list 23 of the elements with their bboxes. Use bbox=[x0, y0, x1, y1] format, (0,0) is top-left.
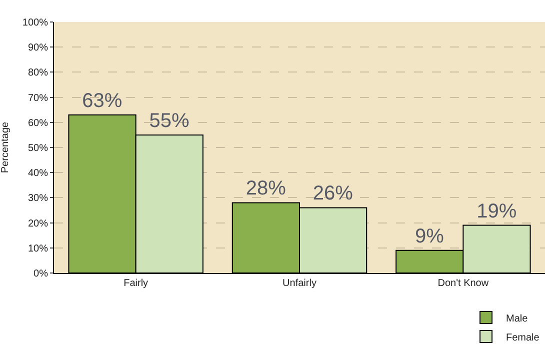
data-label: 28% bbox=[246, 178, 286, 200]
y-tick-label: 30% bbox=[28, 193, 48, 204]
y-axis-title: Percentage bbox=[0, 121, 11, 174]
y-tick-label: 40% bbox=[28, 168, 48, 180]
x-tick-label: Don't Know bbox=[438, 278, 490, 289]
data-label: 55% bbox=[149, 110, 190, 132]
y-tick-label: 100% bbox=[22, 18, 48, 28]
x-tick-label: Unfairly bbox=[282, 278, 316, 289]
y-tick-label: 70% bbox=[28, 92, 48, 104]
y-tick-label: 80% bbox=[28, 68, 48, 79]
data-label: 63% bbox=[82, 90, 122, 112]
legend-label: Male bbox=[506, 313, 528, 324]
data-label: 9% bbox=[415, 225, 444, 248]
y-tick-label: 0% bbox=[34, 268, 48, 280]
data-label: 26% bbox=[312, 182, 354, 205]
legend-label: Female bbox=[506, 332, 540, 344]
y-tick-label: 50% bbox=[28, 143, 48, 154]
data-label: 19% bbox=[476, 200, 517, 222]
y-tick-label: 90% bbox=[28, 42, 48, 54]
y-tick-label: 60% bbox=[28, 118, 48, 129]
y-tick-label: 10% bbox=[28, 243, 48, 254]
y-tick-label: 20% bbox=[28, 218, 48, 230]
x-tick-label: Fairly bbox=[124, 278, 148, 289]
